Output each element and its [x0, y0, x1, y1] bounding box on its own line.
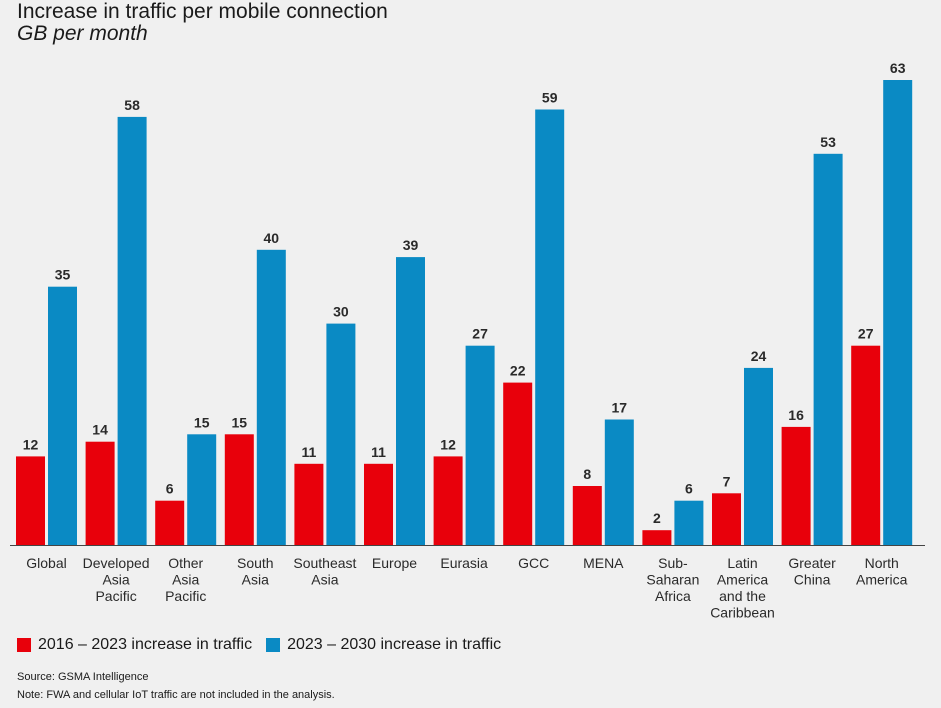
- data-label-1-0: 12: [23, 436, 39, 452]
- data-label-1-12: 27: [858, 326, 874, 342]
- bar-2-6: [465, 345, 495, 545]
- bar-2-2: [187, 434, 217, 545]
- bar-2-12: [883, 80, 913, 545]
- bar-2-1: [117, 116, 147, 546]
- category-label-10: Latin America and the Caribbean: [710, 555, 775, 621]
- category-label-3: South Asia: [237, 555, 274, 588]
- category-label-7: GCC: [518, 555, 549, 571]
- legend-swatch-series-2: [266, 638, 281, 652]
- data-label-1-4: 11: [301, 444, 316, 460]
- bar-1-7: [503, 382, 533, 545]
- bar-2-5: [396, 257, 425, 545]
- bar-1-5: [364, 463, 393, 545]
- data-label-2-4: 30: [333, 304, 349, 320]
- data-label-1-11: 16: [788, 407, 804, 423]
- legend-item-series-1: 2016 – 2023 increase in traffic: [17, 636, 252, 654]
- category-label-4: Southeast Asia: [293, 555, 356, 588]
- data-label-2-3: 40: [264, 230, 280, 246]
- data-label-1-2: 6: [166, 481, 174, 497]
- category-label-6: Eurasia: [440, 555, 488, 571]
- chart-title: Increase in traffic per mobile connectio…: [17, 0, 388, 23]
- bar-2-11: [813, 153, 843, 546]
- data-label-2-11: 53: [820, 134, 836, 150]
- legend-label-series-2: 2023 – 2030 increase in traffic: [287, 636, 502, 653]
- footnote: Note: FWA and cellular IoT traffic are n…: [17, 689, 335, 701]
- category-label-8: MENA: [583, 555, 624, 571]
- bar-1-8: [572, 486, 602, 545]
- category-label-5: Europe: [372, 555, 417, 571]
- bar-2-10: [744, 367, 773, 545]
- bar-1-10: [712, 493, 741, 545]
- bar-1-9: [642, 530, 672, 545]
- bar-1-2: [155, 500, 185, 545]
- data-label-1-10: 7: [723, 473, 731, 489]
- bar-1-3: [224, 434, 254, 545]
- chart-subtitle: GB per month: [17, 22, 148, 45]
- bar-2-0: [48, 286, 77, 545]
- category-label-12: North America: [856, 555, 908, 588]
- legend-item-series-2: 2023 – 2030 increase in traffic: [266, 636, 501, 654]
- bar-2-7: [535, 109, 565, 545]
- data-label-2-6: 27: [472, 326, 488, 342]
- data-label-1-9: 2: [653, 510, 661, 526]
- data-label-2-7: 59: [542, 90, 558, 106]
- bar-1-11: [781, 426, 811, 545]
- category-label-9: Sub-Saharan Africa: [646, 555, 699, 604]
- data-label-2-5: 39: [403, 237, 419, 253]
- data-label-1-3: 15: [232, 414, 248, 430]
- bar-1-4: [294, 463, 324, 545]
- bar-2-3: [256, 249, 286, 546]
- data-label-2-10: 24: [751, 348, 767, 364]
- data-label-1-6: 12: [440, 436, 456, 452]
- bar-2-4: [326, 323, 356, 545]
- source-note: Source: GSMA Intelligence: [17, 671, 149, 683]
- legend-label-series-1: 2016 – 2023 increase in traffic: [38, 636, 253, 653]
- data-label-2-1: 58: [124, 97, 140, 113]
- bar-1-12: [851, 345, 881, 545]
- category-label-11: Greater China: [788, 555, 836, 588]
- bar-1-6: [433, 456, 463, 545]
- data-label-1-7: 22: [510, 363, 526, 379]
- data-label-1-5: 11: [371, 444, 386, 460]
- bar-1-0: [16, 456, 45, 545]
- data-label-2-12: 63: [890, 60, 906, 76]
- category-label-1: Developed Asia Pacific: [83, 555, 150, 604]
- data-label-2-9: 6: [685, 481, 693, 497]
- bar-1-1: [85, 441, 115, 545]
- legend: 2016 – 2023 increase in traffic 2023 – 2…: [17, 636, 515, 654]
- data-label-1-8: 8: [583, 466, 591, 482]
- data-label-1-1: 14: [92, 422, 108, 438]
- data-label-2-0: 35: [55, 267, 71, 283]
- bar-2-9: [674, 500, 704, 545]
- data-label-2-8: 17: [612, 400, 628, 416]
- category-label-0: Global: [26, 555, 66, 571]
- data-label-2-2: 15: [194, 414, 210, 430]
- bar-chart: 12 35 Global 14 58 Developed Asia Pacific 6 15 Oth…: [10, 60, 925, 621]
- category-label-2: Other Asia Pacific: [165, 555, 206, 604]
- legend-swatch-series-1: [17, 638, 31, 652]
- bar-2-8: [604, 419, 634, 545]
